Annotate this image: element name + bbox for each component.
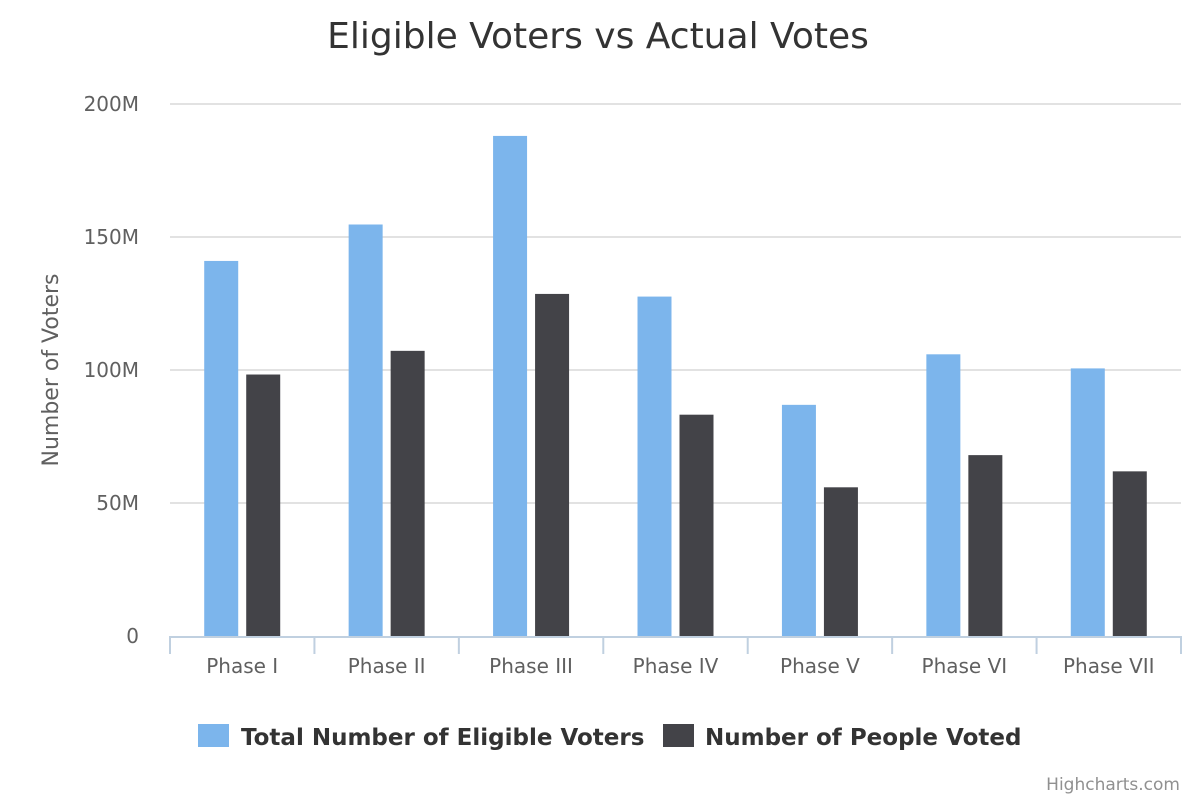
x-category-label: Phase II bbox=[348, 654, 426, 678]
legend[interactable]: Total Number of Eligible Voters Number of… bbox=[198, 724, 1021, 751]
x-category-label: Phase IV bbox=[633, 654, 719, 678]
legend-swatch[interactable] bbox=[663, 724, 694, 747]
legend-swatch[interactable] bbox=[198, 724, 229, 747]
bars bbox=[204, 135, 1147, 637]
y-tick-label: 0 bbox=[126, 624, 139, 648]
x-category-label: Phase V bbox=[780, 654, 860, 678]
bar-eligible[interactable] bbox=[926, 354, 961, 636]
bar-voted[interactable] bbox=[1112, 471, 1147, 636]
bar-eligible[interactable] bbox=[204, 260, 239, 636]
grid-lines bbox=[170, 103, 1181, 504]
x-category-label: Phase I bbox=[206, 654, 278, 678]
bar-eligible[interactable] bbox=[493, 135, 528, 637]
y-axis-ticks: 0 50M 100M 150M 200M bbox=[84, 92, 139, 648]
legend-item-label[interactable]: Number of People Voted bbox=[705, 725, 1021, 751]
y-axis-label: Number of Voters bbox=[39, 273, 64, 466]
bar-voted[interactable] bbox=[679, 414, 714, 636]
bar-voted[interactable] bbox=[535, 293, 570, 636]
x-axis: Phase I Phase II Phase III Phase IV Phase V P… bbox=[169, 636, 1182, 678]
bar-eligible[interactable] bbox=[1070, 368, 1105, 636]
bar-voted[interactable] bbox=[823, 487, 858, 636]
bar-voted[interactable] bbox=[246, 374, 281, 636]
bar-eligible[interactable] bbox=[637, 296, 672, 636]
x-category-label: Phase III bbox=[489, 654, 573, 678]
bar-voted[interactable] bbox=[968, 455, 1003, 636]
bar-eligible[interactable] bbox=[781, 404, 816, 636]
y-tick-label: 200M bbox=[84, 92, 139, 116]
credits-link[interactable]: Highcharts.com bbox=[1046, 775, 1180, 795]
x-category-label: Phase VII bbox=[1063, 654, 1155, 678]
y-tick-label: 50M bbox=[96, 491, 139, 515]
chart-title: Eligible Voters vs Actual Votes bbox=[327, 16, 869, 57]
bar-voted[interactable] bbox=[390, 350, 425, 636]
y-tick-label: 100M bbox=[84, 358, 139, 382]
y-tick-label: 150M bbox=[84, 225, 139, 249]
bar-eligible[interactable] bbox=[348, 224, 383, 637]
legend-item-label[interactable]: Total Number of Eligible Voters bbox=[241, 725, 644, 751]
x-category-label: Phase VI bbox=[922, 654, 1008, 678]
